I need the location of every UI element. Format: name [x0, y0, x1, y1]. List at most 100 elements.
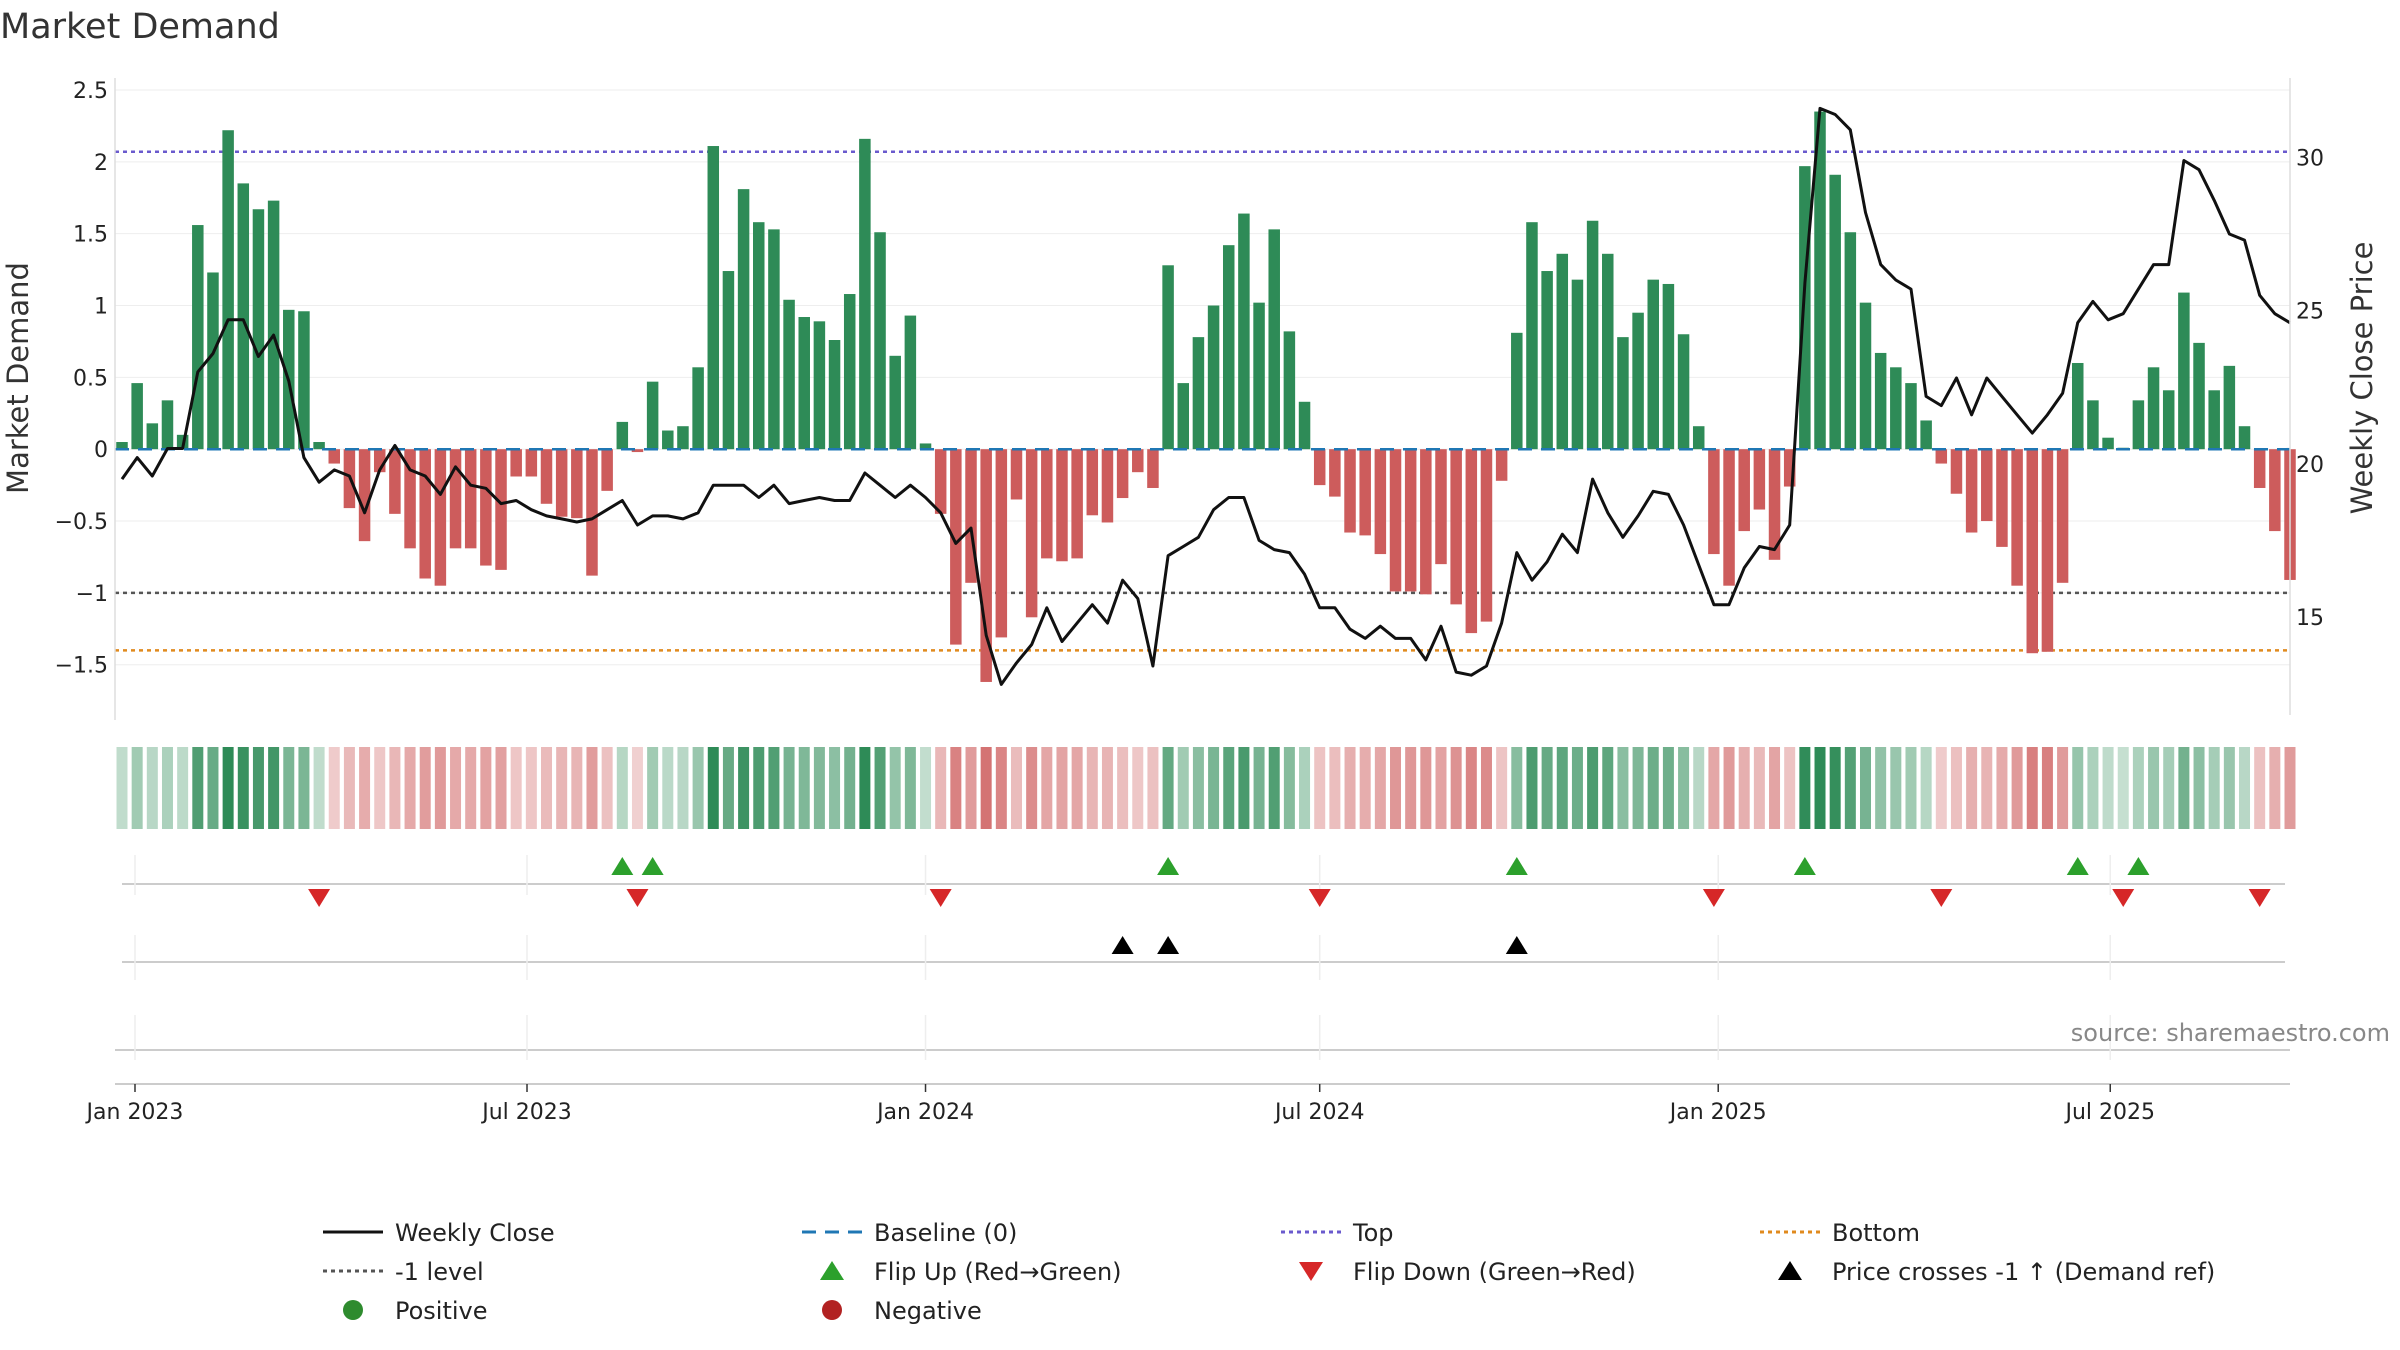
- bar-positive: [2147, 367, 2160, 450]
- flip-up-marker: [641, 857, 664, 875]
- bar-negative: [434, 449, 447, 586]
- strip-cell-negative: [1390, 747, 1402, 829]
- strip-cell-positive: [813, 747, 825, 829]
- bar-positive: [2132, 400, 2145, 450]
- strip-cell-negative: [2057, 747, 2069, 829]
- legend-item: Price crosses -1 ↑ (Demand ref): [1778, 1258, 2215, 1286]
- bar-negative: [1344, 449, 1356, 533]
- bar-positive: [1253, 302, 1265, 450]
- y-tick-label-left: −1: [76, 582, 108, 607]
- bar-positive: [2102, 437, 2114, 450]
- strip-cell-positive: [146, 747, 158, 829]
- bar-negative: [1025, 449, 1038, 618]
- strip-cell-negative: [950, 747, 962, 829]
- strip-cell-negative: [434, 747, 446, 829]
- strip-cell-positive: [1662, 747, 1674, 829]
- flip-up-marker: [2127, 857, 2150, 875]
- strip-cell-positive: [252, 747, 264, 829]
- strip-cell-negative: [1344, 747, 1356, 829]
- legend-swatch-triangle-down: [1299, 1262, 1323, 1281]
- bar-negative: [1116, 449, 1129, 499]
- strip-cell-positive: [2117, 747, 2129, 829]
- bar-negative: [1389, 449, 1402, 592]
- strip-cell-positive: [1829, 747, 1841, 829]
- bar-positive: [768, 229, 780, 450]
- bar-positive: [1162, 265, 1174, 450]
- bar-negative: [1950, 449, 1963, 494]
- legend-item: Flip Up (Red→Green): [820, 1258, 1122, 1286]
- bar-negative: [1374, 449, 1387, 555]
- y-tick-label-right: 15: [2296, 606, 2324, 631]
- strip-cell-positive: [298, 747, 310, 829]
- bar-positive: [904, 315, 917, 450]
- bar-positive: [207, 272, 219, 450]
- bar-positive: [1874, 352, 1887, 450]
- bar-positive: [753, 222, 765, 450]
- strip-cell-negative: [541, 747, 553, 829]
- bar-negative: [2253, 449, 2266, 488]
- bar-negative: [1420, 449, 1432, 595]
- legend-label: -1 level: [395, 1258, 484, 1286]
- strip-cell-positive: [1587, 747, 1599, 829]
- bar-positive: [1556, 253, 1569, 450]
- strip-cell-negative: [2269, 747, 2281, 829]
- bar-positive: [2238, 426, 2251, 450]
- event-markers: [115, 855, 2290, 1060]
- strip-cell-positive: [222, 747, 234, 829]
- bar-negative: [1783, 449, 1796, 487]
- bar-negative: [2269, 449, 2281, 532]
- bar-positive: [313, 442, 325, 450]
- strip-cell-positive: [1253, 747, 1265, 829]
- strip-cell-positive: [1541, 747, 1553, 829]
- strip-cell-positive: [1799, 747, 1811, 829]
- strip-cell-positive: [1814, 747, 1826, 829]
- strip-cell-positive: [1283, 747, 1295, 829]
- strip-cell-negative: [1147, 747, 1159, 829]
- bar-positive: [2178, 292, 2190, 450]
- bar-negative: [1753, 449, 1766, 510]
- bar-positive: [1814, 111, 1826, 450]
- y-axis-label-left: Market Demand: [1, 262, 35, 494]
- strip-cell-negative: [480, 747, 492, 829]
- legend-item: -1 level: [323, 1258, 484, 1286]
- strip-cell-positive: [874, 747, 886, 829]
- bar-negative: [328, 449, 341, 464]
- bar-positive: [1677, 334, 1690, 450]
- bar-negative: [1041, 449, 1053, 559]
- strip-cell-positive: [1905, 747, 1917, 829]
- strip-cell-positive: [2148, 747, 2160, 829]
- flip-up-marker: [611, 857, 634, 875]
- strip-cell-positive: [2072, 747, 2084, 829]
- x-tick-label: Jan 2024: [875, 1100, 974, 1125]
- strip-cell-negative: [374, 747, 386, 829]
- strip-cell-positive: [131, 747, 143, 829]
- strip-cell-negative: [2254, 747, 2266, 829]
- legend-label: Flip Down (Green→Red): [1353, 1258, 1636, 1286]
- legend-swatch-triangle-up: [1778, 1261, 1802, 1280]
- strip-cell-negative: [1784, 747, 1796, 829]
- strip-cell-negative: [2041, 747, 2053, 829]
- x-tick-label: Jan 2023: [85, 1100, 184, 1125]
- strip-cell-positive: [768, 747, 780, 829]
- legend-item: Baseline (0): [802, 1219, 1017, 1247]
- flip-down-marker: [2248, 889, 2271, 907]
- strip-cell-negative: [1071, 747, 1083, 829]
- strip-cell-negative: [495, 747, 507, 829]
- strip-cell-positive: [1268, 747, 1280, 829]
- strip-cell-positive: [2087, 747, 2099, 829]
- strip-cell-positive: [177, 747, 189, 829]
- legend-label: Bottom: [1832, 1219, 1920, 1247]
- bar-positive: [2193, 342, 2205, 450]
- y-tick-label-right: 20: [2296, 453, 2324, 478]
- bar-negative: [1965, 449, 1978, 533]
- strip-cell-negative: [1420, 747, 1432, 829]
- bar-positive: [2071, 362, 2084, 450]
- bar-positive: [1298, 401, 1311, 450]
- bar-positive: [1905, 383, 1917, 450]
- strip-cell-positive: [1511, 747, 1523, 829]
- strip-cell-positive: [859, 747, 871, 829]
- strip-cell-positive: [2102, 747, 2114, 829]
- x-tick-label: Jul 2025: [2063, 1100, 2155, 1125]
- bar-negative: [980, 449, 992, 682]
- bar-positive: [692, 367, 704, 450]
